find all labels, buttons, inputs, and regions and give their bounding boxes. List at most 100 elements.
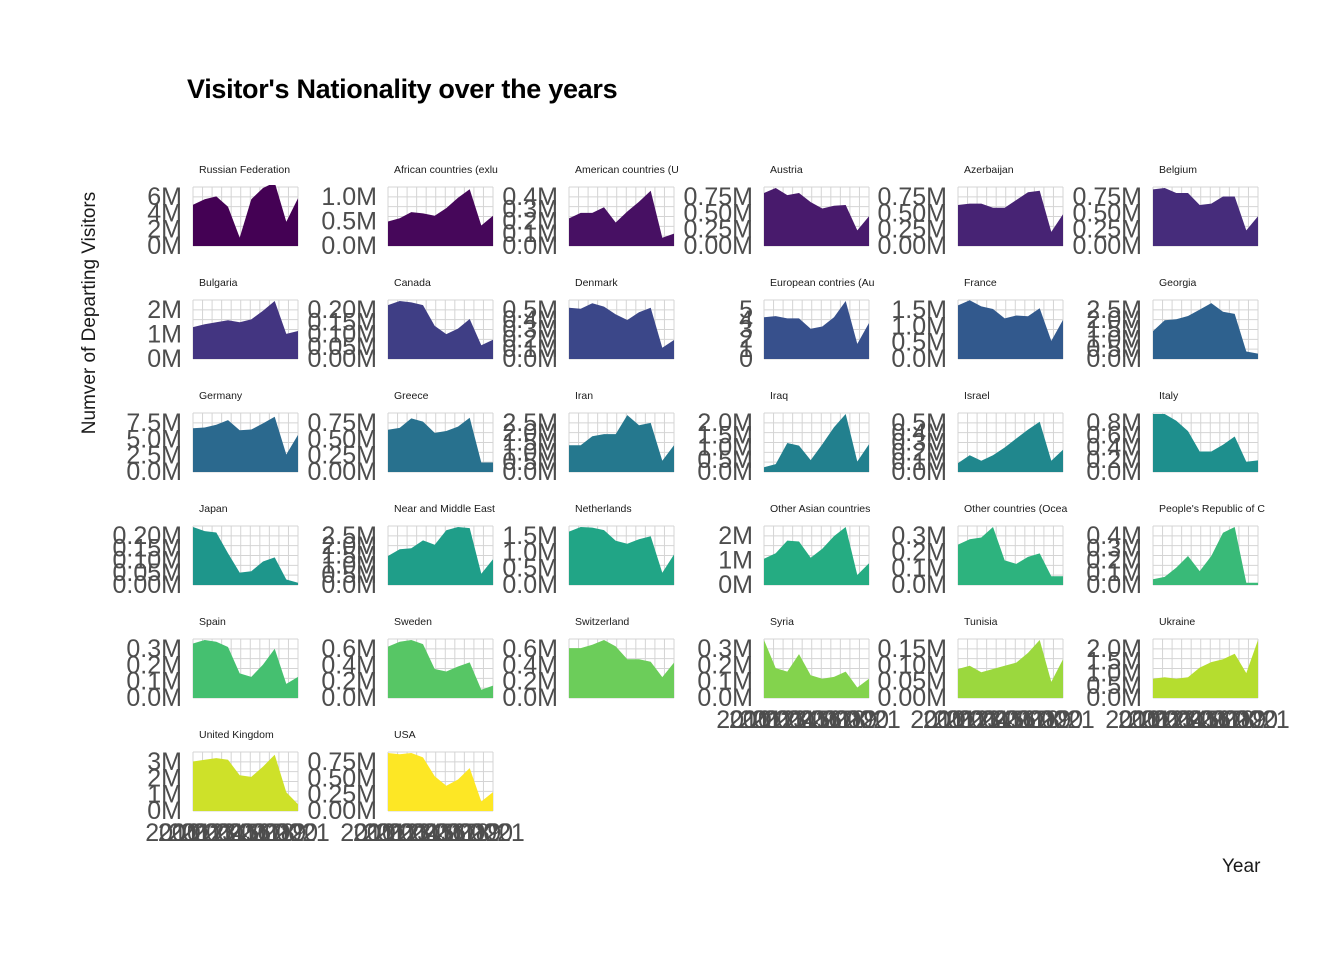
y-tick-label: 0M: [147, 345, 182, 373]
area-series: [569, 640, 674, 698]
x-tick-label: 2016: [411, 819, 467, 847]
x-tick-label: 2015: [969, 706, 1025, 734]
area-series: [764, 527, 869, 585]
x-tick-label: 2021: [1234, 706, 1290, 734]
y-tick-label: 0.3M: [502, 316, 558, 344]
y-tick-label: 0.0M: [321, 571, 377, 599]
x-tick-label: 2011: [729, 706, 783, 734]
y-tick-label: 0.15M: [878, 635, 947, 663]
y-tick-label: 1.0M: [502, 538, 558, 566]
x-tick-label: 2012: [934, 706, 990, 734]
x-tick-label: 2013: [375, 819, 431, 847]
y-tick-label: 1.0M: [891, 312, 947, 340]
y-tick-label: 3M: [147, 748, 182, 776]
area-series: [1153, 188, 1258, 246]
x-tick-label: 2016: [216, 819, 272, 847]
y-tick-label: 0.75M: [308, 748, 377, 776]
area-series: [958, 527, 1063, 585]
y-tick-label: 2M: [147, 764, 182, 792]
y-tick-label: 4M: [147, 199, 182, 227]
panel-strip-label: France: [964, 277, 997, 289]
panel: USA0.00M0.25M0.50M0.75M20102011201220132…: [308, 729, 525, 847]
y-tick-label: 1.0M: [321, 551, 377, 579]
area-series: [569, 415, 674, 472]
area-series: [569, 303, 674, 359]
area-series: [764, 188, 869, 246]
y-tick-label: 0.0M: [891, 458, 947, 486]
x-tick-label: 2011: [923, 706, 977, 734]
area-series: [388, 753, 493, 811]
y-tick-label: 0.05M: [308, 333, 377, 361]
x-tick-label: 2019: [251, 819, 307, 847]
panel-strip-label: Syria: [770, 616, 794, 628]
y-tick-label: 1M: [147, 781, 182, 809]
x-tick-label: 2011: [158, 819, 212, 847]
x-tick-label: 2012: [1129, 706, 1185, 734]
y-tick-label: 2.5M: [321, 522, 377, 550]
panel-strip-label: Israel: [964, 390, 990, 402]
y-tick-label: 0.1M: [502, 335, 558, 363]
y-tick-label: 0.4M: [502, 651, 558, 679]
y-tick-label: 0.5M: [1086, 335, 1142, 363]
panel-strip-label: Azerbaijan: [964, 164, 1014, 176]
area-series: [388, 527, 493, 585]
y-tick-label: 0.20M: [308, 296, 377, 324]
area-series: [958, 421, 1063, 472]
y-tick-label: 2.0M: [697, 409, 753, 437]
y-tick-label: 0.3M: [126, 635, 182, 663]
panel-strip-label: European contries (Au: [770, 277, 875, 289]
y-tick-label: 2.5M: [502, 409, 558, 437]
x-axis-title: Year: [1222, 856, 1261, 877]
y-tick-label: 0.0M: [1086, 345, 1142, 373]
y-tick-label: 0.50M: [684, 199, 753, 227]
panel: France 0.0M0.5M1.0M1.5M: [891, 277, 1064, 373]
panel: Ukraine0.0M0.5M1.0M1.5M2.0M2010201120122…: [1086, 616, 1289, 734]
x-tick-label: 2015: [1164, 706, 1220, 734]
y-tick-label: 0.3M: [697, 635, 753, 663]
x-tick-label: 2020: [262, 819, 318, 847]
x-tick-label: 2017: [227, 819, 283, 847]
x-tick-label: 2021: [274, 819, 330, 847]
y-tick-label: 0.0M: [502, 458, 558, 486]
y-tick-label: 0.4M: [502, 183, 558, 211]
y-tick-label: 1M: [147, 321, 182, 349]
y-tick-label: 0.4M: [321, 651, 377, 679]
x-tick-label: 2017: [422, 819, 478, 847]
panel-strip-label: Canada: [394, 277, 431, 289]
y-tick-label: 0.25M: [1073, 216, 1142, 244]
y-tick-label: 0.00M: [308, 458, 377, 486]
panel-strip-label: Spain: [199, 616, 226, 628]
x-tick-label: 2020: [1222, 706, 1278, 734]
panel: Denmark 0.0M0.1M0.2M0.3M0.4M0.5M: [502, 277, 675, 373]
y-tick-label: 0.6M: [502, 635, 558, 663]
x-tick-label: 2020: [1027, 706, 1083, 734]
y-tick-label: 0.4M: [1086, 434, 1142, 462]
panel-strip-label: Greece: [394, 390, 429, 402]
y-tick-label: 2: [739, 325, 753, 353]
y-tick-label: 0.5M: [891, 409, 947, 437]
y-tick-label: 0: [739, 345, 753, 373]
y-tick-label: 0.05M: [878, 668, 947, 696]
y-tick-label: 0.00M: [684, 232, 753, 260]
y-tick-label: 0.10M: [878, 651, 947, 679]
y-tick-label: 0.50M: [308, 425, 377, 453]
area-series: [193, 416, 298, 472]
y-tick-label: 0.2M: [1086, 547, 1142, 575]
x-tick-label: 2018: [810, 706, 866, 734]
y-tick-label: 3: [739, 316, 753, 344]
y-tick-label: 0.4M: [502, 306, 558, 334]
area-series: [958, 190, 1063, 246]
y-tick-label: 2.5M: [1086, 296, 1142, 324]
y-tick-label: 0.00M: [878, 232, 947, 260]
panel: Germany 0.0M2.5M5.0M7.5M: [126, 390, 299, 486]
y-tick-label: 0.5M: [891, 329, 947, 357]
y-tick-label: 4: [739, 306, 753, 334]
area-series: [1153, 527, 1258, 585]
x-tick-label: 2018: [1199, 706, 1255, 734]
y-tick-label: 1.5M: [1086, 647, 1142, 675]
x-tick-label: 2014: [763, 706, 819, 734]
y-tick-label: 2.0M: [1086, 306, 1142, 334]
area-series: [764, 414, 869, 472]
